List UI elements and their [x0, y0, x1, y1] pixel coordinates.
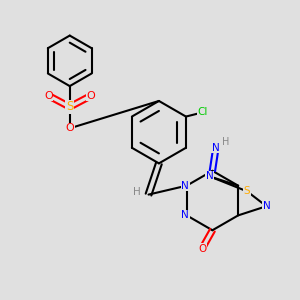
- Text: N: N: [181, 181, 189, 191]
- Text: O: O: [65, 123, 74, 133]
- Text: S: S: [244, 186, 250, 196]
- Text: Cl: Cl: [197, 107, 208, 117]
- Text: N: N: [206, 172, 214, 182]
- Text: H: H: [222, 137, 230, 147]
- Text: O: O: [44, 91, 53, 100]
- Text: N: N: [181, 210, 189, 220]
- Text: N: N: [212, 142, 219, 153]
- Text: H: H: [133, 187, 141, 197]
- Text: O: O: [87, 91, 95, 100]
- Text: S: S: [66, 100, 74, 113]
- Text: O: O: [198, 244, 206, 254]
- Text: N: N: [262, 201, 270, 211]
